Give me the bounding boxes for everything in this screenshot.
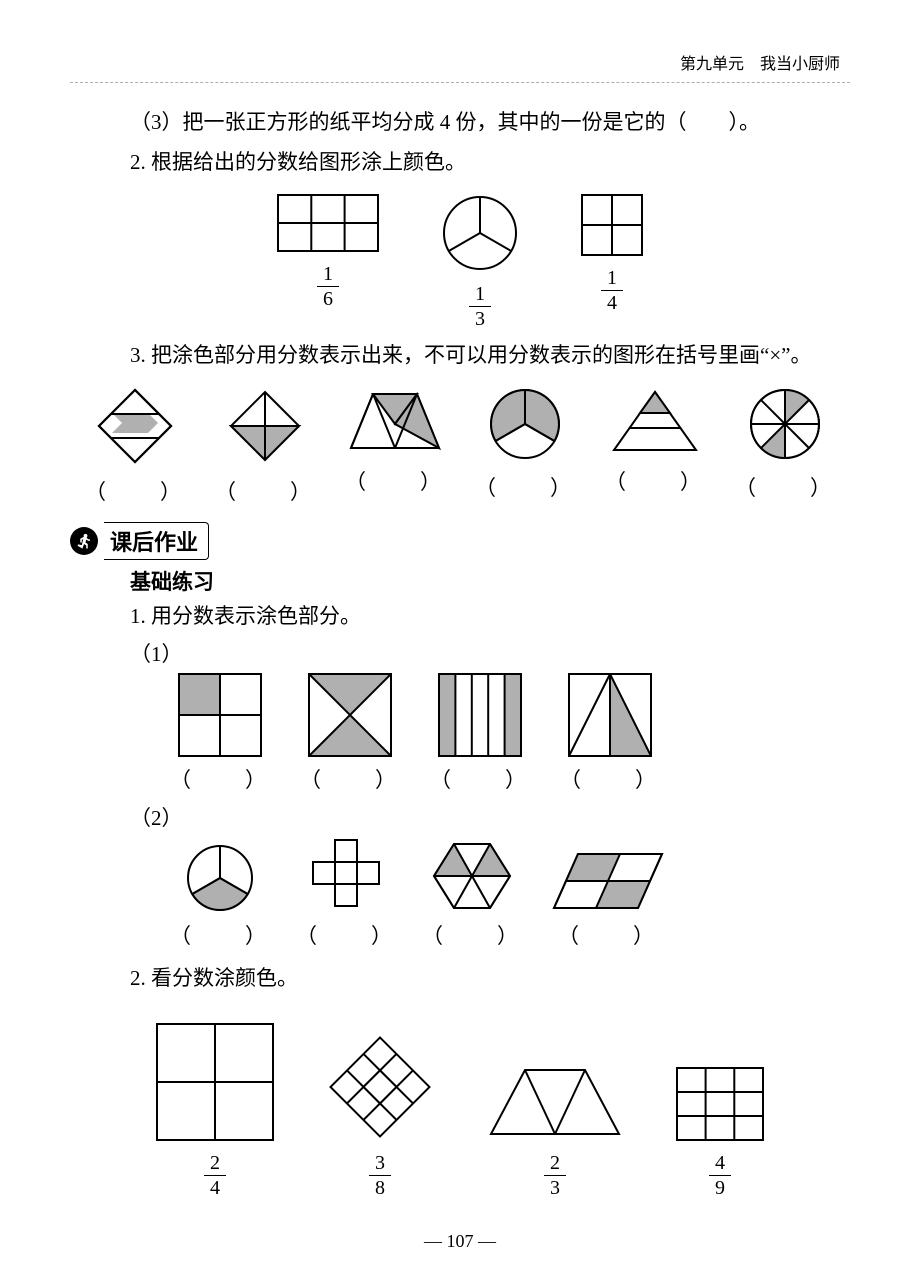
unit-label: 第九单元	[680, 56, 744, 73]
q2-label: 2.	[130, 150, 146, 174]
square-diag-triangle-icon	[567, 672, 653, 758]
q3-figures-row: （ ） （ ） （ ）	[70, 386, 850, 506]
diamond-half-icon	[225, 386, 305, 466]
q12-fig-4: （ ）	[548, 848, 668, 950]
bq2-fig-2: 3 8	[325, 1032, 435, 1199]
q11-fig-3: （ ）	[430, 672, 530, 794]
q3-text: 把一张正方形的纸平均分成 4 份，其中的一份是它的（ ）。	[183, 110, 761, 134]
fraction-2-4: 2 4	[204, 1152, 226, 1199]
q3-text2: 把涂色部分用分数表示出来，不可以用分数表示的图形在括号里画“×”。	[151, 343, 811, 367]
unit-title: 我当小厨师	[760, 56, 840, 73]
base-q1-label: 1.	[130, 604, 146, 628]
plus-shape-icon	[307, 836, 385, 914]
q2-fig-3: 1 4	[580, 193, 644, 314]
square-x-shade-icon	[307, 672, 393, 758]
q3-paren-3: （ ）	[345, 466, 445, 496]
hexagon-shade-icon	[429, 838, 515, 914]
q11-fig-1: （ ）	[170, 672, 270, 794]
q11-paren-4: （ ）	[560, 764, 660, 794]
square-2x2-shade-icon	[177, 672, 263, 758]
q3-fig-6: （ ）	[735, 386, 835, 502]
bq2-fig-3: 2 3	[485, 1062, 625, 1199]
q3-paren-1: （ ）	[85, 476, 185, 506]
trapezoid-3tri-icon	[485, 1062, 625, 1142]
q3-paren-5: （ ）	[605, 466, 705, 496]
q2-text: 根据给出的分数给图形涂上颜色。	[151, 150, 466, 174]
base-q1: 1. 用分数表示涂色部分。	[130, 600, 850, 630]
q3-label: 3.	[130, 343, 146, 367]
person-run-icon	[70, 527, 98, 555]
q12-paren-4: （ ）	[558, 920, 658, 950]
header-divider	[70, 82, 850, 83]
q3-fig-3: （ ）	[345, 386, 445, 496]
q2-fig-2: 1 3	[440, 193, 520, 330]
page-header: 第九单元 我当小厨师	[70, 50, 840, 74]
q2-figures-row: 1 6 1 3	[70, 193, 850, 330]
question-3: 3. 把涂色部分用分数表示出来，不可以用分数表示的图形在括号里画“×”。	[130, 336, 850, 376]
base-q2-row: 2 4 3 8	[70, 1022, 850, 1199]
page-number: — 107 —	[0, 1231, 920, 1252]
q3-fig-1: （ ）	[85, 386, 185, 506]
bq2-fig-4: 4 9	[675, 1066, 765, 1199]
q11-paren-1: （ ）	[170, 764, 270, 794]
q3-paren-6: （ ）	[735, 472, 835, 502]
base-q1-sub2: （2）	[130, 802, 850, 832]
fraction-1-4: 1 4	[601, 267, 623, 314]
bq2-fig-1: 2 4	[155, 1022, 275, 1199]
q11-fig-4: （ ）	[560, 672, 660, 794]
q12-paren-3: （ ）	[422, 920, 522, 950]
diamond-stripe-icon	[95, 386, 175, 466]
triangle-tip-icon	[610, 386, 700, 456]
base-q1-text: 用分数表示涂色部分。	[151, 604, 361, 628]
base-q2: 2. 看分数涂颜色。	[130, 962, 850, 992]
q3-fig-2: （ ）	[215, 386, 315, 506]
circle-eighths-icon	[747, 386, 823, 462]
q12-fig-3: （ ）	[422, 838, 522, 950]
section-badge-box: 课后作业	[104, 522, 209, 560]
q11-paren-3: （ ）	[430, 764, 530, 794]
q12-paren-2: （ ）	[296, 920, 396, 950]
grid-3x3-icon	[675, 1066, 765, 1142]
section-label: 课后作业	[108, 530, 202, 555]
diamond-3x3-icon	[325, 1032, 435, 1142]
question-3-line: （3）把一张正方形的纸平均分成 4 份，其中的一份是它的（ ）。	[130, 103, 850, 143]
fraction-1-6: 1 6	[317, 263, 339, 310]
question-2: 2. 根据给出的分数给图形涂上颜色。	[130, 143, 850, 183]
big-2x2-icon	[155, 1022, 275, 1142]
circle-thirds-icon	[440, 193, 520, 273]
q1-2-row: （ ） （ ） （ ）	[170, 836, 850, 950]
square-5col-icon	[437, 672, 523, 758]
q1-1-row: （ ） （ ）	[170, 672, 850, 794]
q3-number: （3）	[130, 110, 183, 134]
section-badge: 课后作业	[70, 522, 850, 560]
q3-fig-5: （ ）	[605, 386, 705, 496]
base-q2-label: 2.	[130, 966, 146, 990]
q2-fig-1: 1 6	[276, 193, 380, 310]
q12-paren-1: （ ）	[170, 920, 270, 950]
q11-fig-2: （ ）	[300, 672, 400, 794]
fraction-4-9: 4 9	[709, 1152, 731, 1199]
circle-thirds-shaded-icon	[487, 386, 563, 462]
base-q1-sub1: （1）	[130, 638, 850, 668]
q3-paren-2: （ ）	[215, 476, 315, 506]
fraction-3-8: 3 8	[369, 1152, 391, 1199]
grid-2x2-icon	[580, 193, 644, 257]
circle-third-bottom-icon	[184, 842, 256, 914]
fraction-2-3: 2 3	[544, 1152, 566, 1199]
q3-fig-4: （ ）	[475, 386, 575, 502]
q11-paren-2: （ ）	[300, 764, 400, 794]
page: 第九单元 我当小厨师 （3）把一张正方形的纸平均分成 4 份，其中的一份是它的（…	[0, 0, 920, 1282]
q12-fig-2: （ ）	[296, 836, 396, 950]
grid-2x3-icon	[276, 193, 380, 253]
q12-fig-1: （ ）	[170, 842, 270, 950]
fraction-1-3: 1 3	[469, 283, 491, 330]
base-q2-text: 看分数涂颜色。	[151, 966, 298, 990]
parallelogram-shade-icon	[548, 848, 668, 914]
trapezoid-shade-icon	[345, 386, 445, 456]
q3-paren-4: （ ）	[475, 472, 575, 502]
base-title: 基础练习	[130, 566, 850, 596]
